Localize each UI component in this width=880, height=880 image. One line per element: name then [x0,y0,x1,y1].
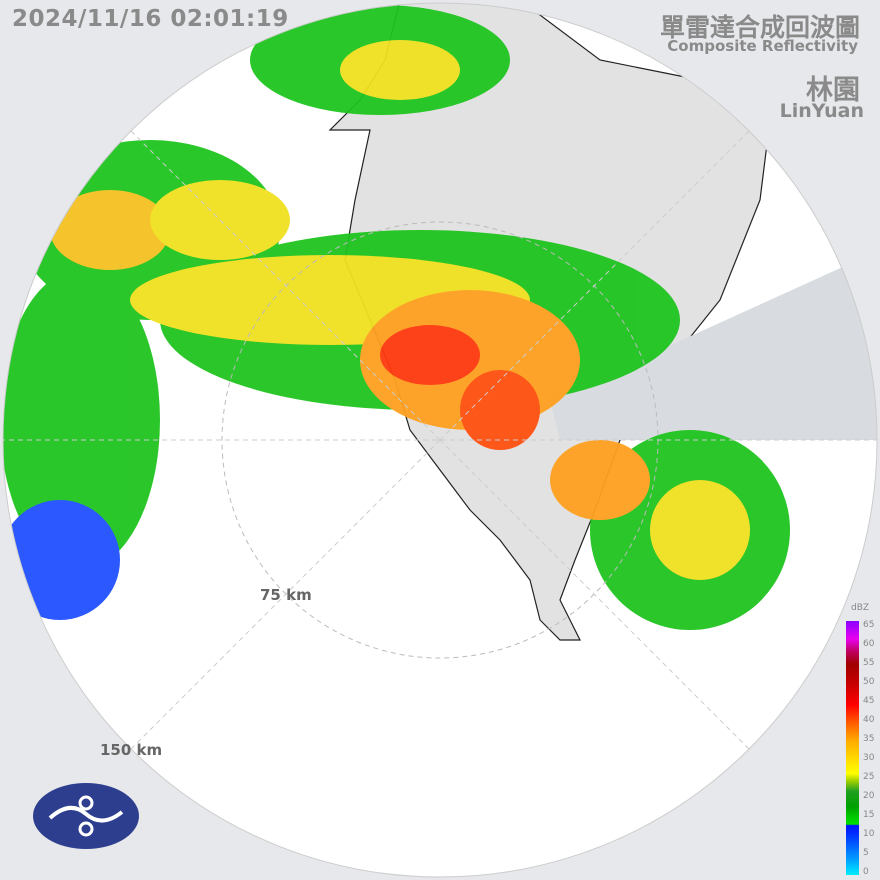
legend-unit: dBZ [851,603,870,613]
legend-tick: 45 [863,696,875,706]
blocked-sector [550,250,877,440]
timestamp: 2024/11/16 02:01:19 [12,6,289,32]
range-label-75km: 75 km [260,586,312,604]
legend-tick: 10 [863,829,875,839]
legend-tick: 35 [863,734,875,744]
legend-tick: 40 [863,715,875,725]
legend-tick: 5 [863,848,869,858]
legend-tick: 15 [863,810,875,820]
legend-color-bar [846,621,859,875]
legend-tick: 55 [863,658,875,668]
cwa-logo-icon [33,783,139,849]
station-name-chinese: 林園 [806,75,860,106]
legend-tick: 30 [863,753,875,763]
legend-tick: 25 [863,772,875,782]
legend-tick: 60 [863,639,875,649]
range-label-150km: 150 km [100,741,163,759]
legend-tick: 20 [863,791,875,801]
color-legend: dBZ 65 60 55 50 45 40 35 30 25 20 15 10 … [843,603,879,877]
radar-echoes [3,5,790,630]
station-name-english: LinYuan [779,100,864,122]
legend-tick: 0 [863,867,869,877]
legend-tick: 50 [863,677,875,687]
legend-tick: 65 [863,620,875,630]
title-chinese: 單雷達合成回波圖 [659,13,860,42]
title-english: Composite Reflectivity [667,37,858,55]
